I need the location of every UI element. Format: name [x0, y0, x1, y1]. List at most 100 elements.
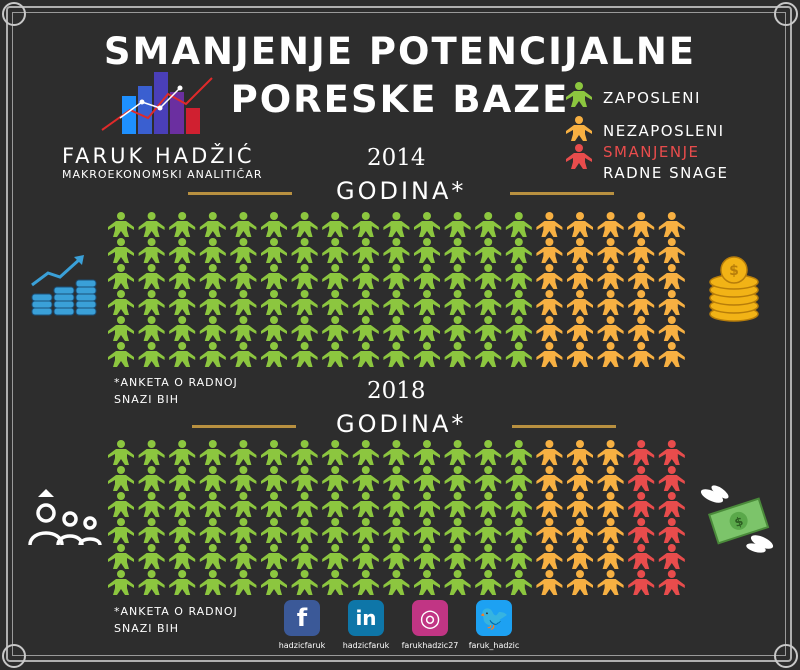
employed-person-icon: [230, 212, 257, 237]
employed-person-icon: [138, 466, 165, 491]
linkedin-icon[interactable]: in: [348, 600, 384, 636]
employed-person-icon: [261, 290, 287, 315]
unemployed-person-icon: [536, 570, 563, 595]
employed-person-icon: [169, 570, 196, 595]
employed-person-icon: [169, 518, 196, 543]
legend-decline-line2: RADNE SNAGE: [603, 164, 729, 182]
employed-person-icon: [138, 342, 165, 367]
employed-person-icon: [108, 440, 134, 465]
social-handle[interactable]: farukhadzic27: [401, 641, 459, 650]
unemployed-person-icon: [536, 518, 563, 543]
flying-money-icon: $: [700, 485, 774, 553]
unemployed-person-icon: [567, 342, 593, 367]
unemployed-person-icon: [658, 238, 685, 263]
decline-person-icon: [658, 544, 685, 569]
employed-person-icon: [383, 440, 410, 465]
employed-person-icon: [108, 342, 134, 367]
twitter-icon[interactable]: 🐦: [476, 600, 512, 636]
unemployed-person-icon: [567, 264, 593, 289]
employed-person-icon: [352, 466, 379, 491]
unemployed-person-icon: [567, 316, 593, 341]
unemployed-person-icon: [597, 342, 624, 367]
employed-person-icon: [108, 290, 134, 315]
legend-unemployed-person-icon: [566, 116, 592, 141]
unemployed-person-icon: [597, 238, 624, 263]
unemployed-person-icon: [536, 440, 563, 465]
employed-person-icon: [322, 212, 349, 237]
unemployed-person-icon: [567, 570, 593, 595]
employed-person-icon: [352, 518, 379, 543]
employed-person-icon: [138, 212, 165, 237]
social-handle[interactable]: faruk_hadzic: [468, 641, 520, 650]
employed-person-icon: [322, 264, 349, 289]
decline-person-icon: [628, 466, 655, 491]
employed-person-icon: [322, 570, 349, 595]
employed-person-icon: [505, 342, 532, 367]
unemployed-person-icon: [536, 212, 563, 237]
employed-person-icon: [108, 570, 134, 595]
employed-person-icon: [169, 316, 196, 341]
employed-person-icon: [505, 570, 532, 595]
employed-person-icon: [322, 518, 349, 543]
employed-person-icon: [505, 544, 532, 569]
unemployed-person-icon: [658, 342, 685, 367]
employed-person-icon: [199, 466, 226, 491]
employed-person-icon: [199, 492, 226, 517]
employed-person-icon: [230, 264, 257, 289]
decline-person-icon: [628, 570, 655, 595]
employed-person-icon: [352, 212, 379, 237]
divider-rule: [188, 192, 292, 195]
employed-person-icon: [138, 440, 165, 465]
employed-person-icon: [383, 238, 410, 263]
coin-stacks-growth-icon: [31, 255, 97, 316]
social-handle[interactable]: hadzicfaruk: [342, 641, 390, 650]
employed-person-icon: [505, 316, 532, 341]
employed-person-icon: [291, 264, 318, 289]
employed-person-icon: [291, 518, 318, 543]
employed-person-icon: [108, 316, 134, 341]
social-handle[interactable]: hadzicfaruk: [278, 641, 326, 650]
employed-person-icon: [444, 440, 471, 465]
employed-person-icon: [169, 492, 196, 517]
decline-person-icon: [658, 518, 685, 543]
employed-person-icon: [138, 238, 165, 263]
employed-person-icon: [414, 212, 440, 237]
employed-person-icon: [352, 290, 379, 315]
survey-note-line1: *ANKETA O RADNOJ: [114, 376, 238, 389]
instagram-icon[interactable]: ◎: [412, 600, 448, 636]
employed-person-icon: [444, 544, 471, 569]
corner-ornament: [774, 644, 798, 668]
decline-person-icon: [628, 440, 655, 465]
unemployed-person-icon: [536, 238, 563, 263]
employed-person-icon: [261, 342, 287, 367]
employed-person-icon: [199, 518, 226, 543]
decline-person-icon: [628, 544, 655, 569]
unemployed-person-icon: [567, 544, 593, 569]
unemployed-person-icon: [658, 212, 685, 237]
employed-person-icon: [291, 466, 318, 491]
employed-person-icon: [444, 290, 471, 315]
employed-person-icon: [322, 466, 349, 491]
employed-person-icon: [414, 544, 440, 569]
employed-person-icon: [291, 238, 318, 263]
employed-person-icon: [505, 440, 532, 465]
survey-note: *ANKETA O RADNOJ SNAZI BIH: [114, 374, 238, 408]
inner-frame: [12, 12, 786, 656]
unemployed-person-icon: [536, 466, 563, 491]
employed-person-icon: [475, 290, 502, 315]
employed-person-icon: [505, 466, 532, 491]
employed-person-icon: [383, 212, 410, 237]
divider-rule: [192, 425, 296, 428]
employed-person-icon: [230, 440, 257, 465]
employed-person-icon: [505, 518, 532, 543]
employed-person-icon: [475, 492, 502, 517]
employed-person-icon: [138, 492, 165, 517]
facebook-icon[interactable]: f: [284, 600, 320, 636]
employed-person-icon: [383, 492, 410, 517]
employed-person-icon: [383, 342, 410, 367]
employed-person-icon: [291, 440, 318, 465]
employed-person-icon: [352, 570, 379, 595]
employed-person-icon: [414, 238, 440, 263]
divider-rule: [512, 425, 616, 428]
